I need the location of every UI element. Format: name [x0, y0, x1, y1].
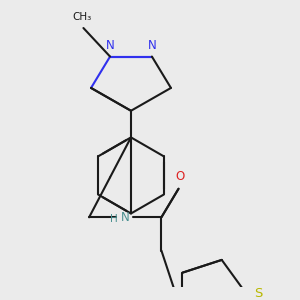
- Text: N: N: [148, 39, 156, 52]
- Text: O: O: [176, 170, 185, 183]
- Text: S: S: [254, 287, 262, 300]
- Text: CH₃: CH₃: [72, 12, 91, 22]
- Text: N: N: [121, 211, 130, 224]
- Text: H: H: [110, 214, 118, 224]
- Text: N: N: [106, 39, 114, 52]
